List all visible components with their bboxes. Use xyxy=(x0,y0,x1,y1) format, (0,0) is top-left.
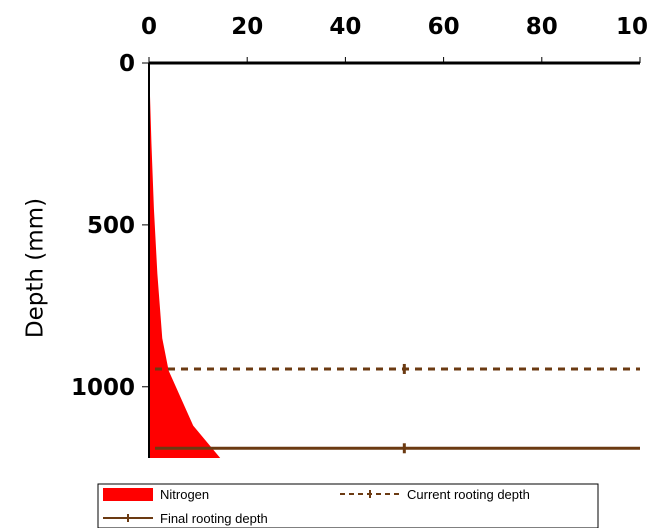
x-tick-label: 20 xyxy=(231,14,263,40)
legend-label-nitrogen: Nitrogen xyxy=(160,487,209,502)
x-tick-label: 60 xyxy=(428,14,460,40)
y-tick-label: 1000 xyxy=(71,375,135,401)
y-tick-label: 0 xyxy=(119,51,135,77)
x-tick-label: 40 xyxy=(329,14,361,40)
plot-layer xyxy=(149,82,640,458)
legend-label-current-rooting: Current rooting depth xyxy=(407,487,530,502)
x-tick-label: 100 xyxy=(616,14,649,40)
legend-box xyxy=(97,483,599,528)
axes-layer: 02040608010005001000 xyxy=(71,14,649,458)
nitrogen-area xyxy=(149,82,221,458)
x-tick-label: 80 xyxy=(526,14,558,40)
x-tick-label: 0 xyxy=(141,14,157,40)
legend: Nitrogen Current rooting depth Final roo… xyxy=(97,483,599,528)
legend-swatch-nitrogen xyxy=(103,488,153,501)
y-tick-label: 500 xyxy=(87,213,135,239)
y-axis-title: Depth (mm) xyxy=(23,198,49,338)
legend-label-final-rooting: Final rooting depth xyxy=(160,511,268,526)
